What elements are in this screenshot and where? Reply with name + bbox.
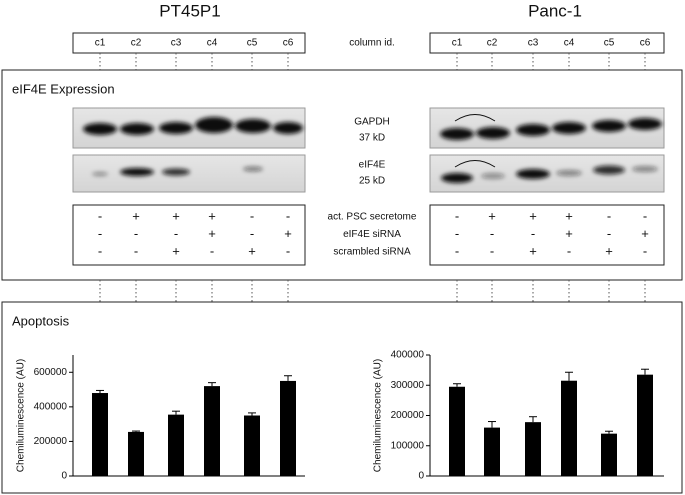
column-id-label: column id. (349, 38, 395, 49)
condition-sign: + (172, 243, 180, 258)
y-tick-label: 0 (61, 471, 67, 482)
condition-sign: - (98, 243, 102, 258)
condition-sign: - (134, 243, 138, 258)
condition-box (72, 204, 306, 266)
column-id: c5 (247, 38, 258, 49)
apoptosis-panel (1, 301, 683, 494)
condition-sign: - (567, 243, 571, 258)
bar (525, 422, 541, 476)
panel-header: Panc-1 (528, 1, 582, 20)
expression-panel (1, 69, 683, 281)
condition-sign: + (565, 208, 573, 223)
condition-sign: - (250, 226, 254, 241)
y-axis-label: Chemiluminescence (AU) (16, 359, 27, 472)
bar (484, 427, 500, 476)
blot-size: 25 kD (359, 176, 385, 187)
section-title: Apoptosis (12, 313, 70, 328)
condition-sign: - (250, 208, 254, 223)
y-axis-label: Chemiluminescence (AU) (373, 359, 384, 472)
condition-sign: + (132, 208, 140, 223)
column-id: c3 (528, 38, 539, 49)
condition-sign: + (641, 226, 649, 241)
bar (561, 380, 577, 476)
panel-header: PT45P1 (159, 1, 220, 20)
column-id: c1 (95, 38, 106, 49)
condition-sign: - (98, 226, 102, 241)
condition-sign: - (286, 243, 290, 258)
column-id: c5 (604, 38, 615, 49)
bar (92, 393, 108, 476)
condition-sign: + (529, 208, 537, 223)
column-id: c2 (487, 38, 498, 49)
condition-sign: - (455, 243, 459, 258)
column-id: c1 (452, 38, 463, 49)
bar (204, 386, 220, 476)
condition-sign: - (134, 226, 138, 241)
condition-sign: + (172, 208, 180, 223)
condition-sign: + (248, 243, 256, 258)
column-id: c6 (283, 38, 294, 49)
condition-sign: + (529, 243, 537, 258)
y-tick-label: 400000 (391, 350, 425, 361)
condition-sign: - (607, 208, 611, 223)
condition-sign: - (607, 226, 611, 241)
blot-name: eIF4E (359, 160, 386, 171)
blot-size: 37 kD (359, 133, 385, 144)
condition-sign: - (98, 208, 102, 223)
condition-label: scrambled siRNA (333, 247, 411, 258)
blot-name: GAPDH (354, 117, 390, 128)
condition-box (429, 204, 665, 266)
column-id-box (72, 32, 306, 54)
y-tick-label: 200000 (391, 410, 425, 421)
y-tick-label: 400000 (34, 401, 68, 412)
condition-sign: - (455, 208, 459, 223)
y-tick-label: 100000 (391, 440, 425, 451)
condition-sign: + (488, 208, 496, 223)
bar (244, 415, 260, 476)
y-tick-label: 0 (418, 471, 424, 482)
condition-sign: + (284, 226, 292, 241)
condition-sign: - (490, 243, 494, 258)
column-id: c3 (171, 38, 182, 49)
y-tick-label: 200000 (34, 436, 68, 447)
bar (449, 386, 465, 476)
condition-sign: - (643, 243, 647, 258)
blots (72, 107, 665, 193)
bar (128, 431, 144, 476)
blot (72, 154, 306, 193)
condition-sign: + (605, 243, 613, 258)
condition-sign: + (208, 208, 216, 223)
column-id: c4 (207, 38, 218, 49)
bar (280, 380, 296, 476)
column-id: c4 (564, 38, 575, 49)
condition-label: eIF4E siRNA (343, 229, 401, 240)
bar (168, 414, 184, 476)
condition-sign: + (565, 226, 573, 241)
condition-label: act. PSC secretome (328, 212, 417, 223)
column-id: c6 (640, 38, 651, 49)
y-tick-label: 300000 (391, 380, 425, 391)
bar (601, 433, 617, 476)
column-id: c2 (131, 38, 142, 49)
condition-sign: - (643, 208, 647, 223)
y-tick-label: 600000 (34, 367, 68, 378)
condition-sign: - (286, 208, 290, 223)
section-title: eIF4E Expression (12, 81, 115, 96)
condition-sign: - (174, 226, 178, 241)
condition-sign: - (531, 226, 535, 241)
condition-sign: - (455, 226, 459, 241)
condition-sign: - (490, 226, 494, 241)
condition-sign: - (210, 243, 214, 258)
bar (637, 374, 653, 476)
column-id-box (429, 32, 665, 54)
condition-sign: + (208, 226, 216, 241)
